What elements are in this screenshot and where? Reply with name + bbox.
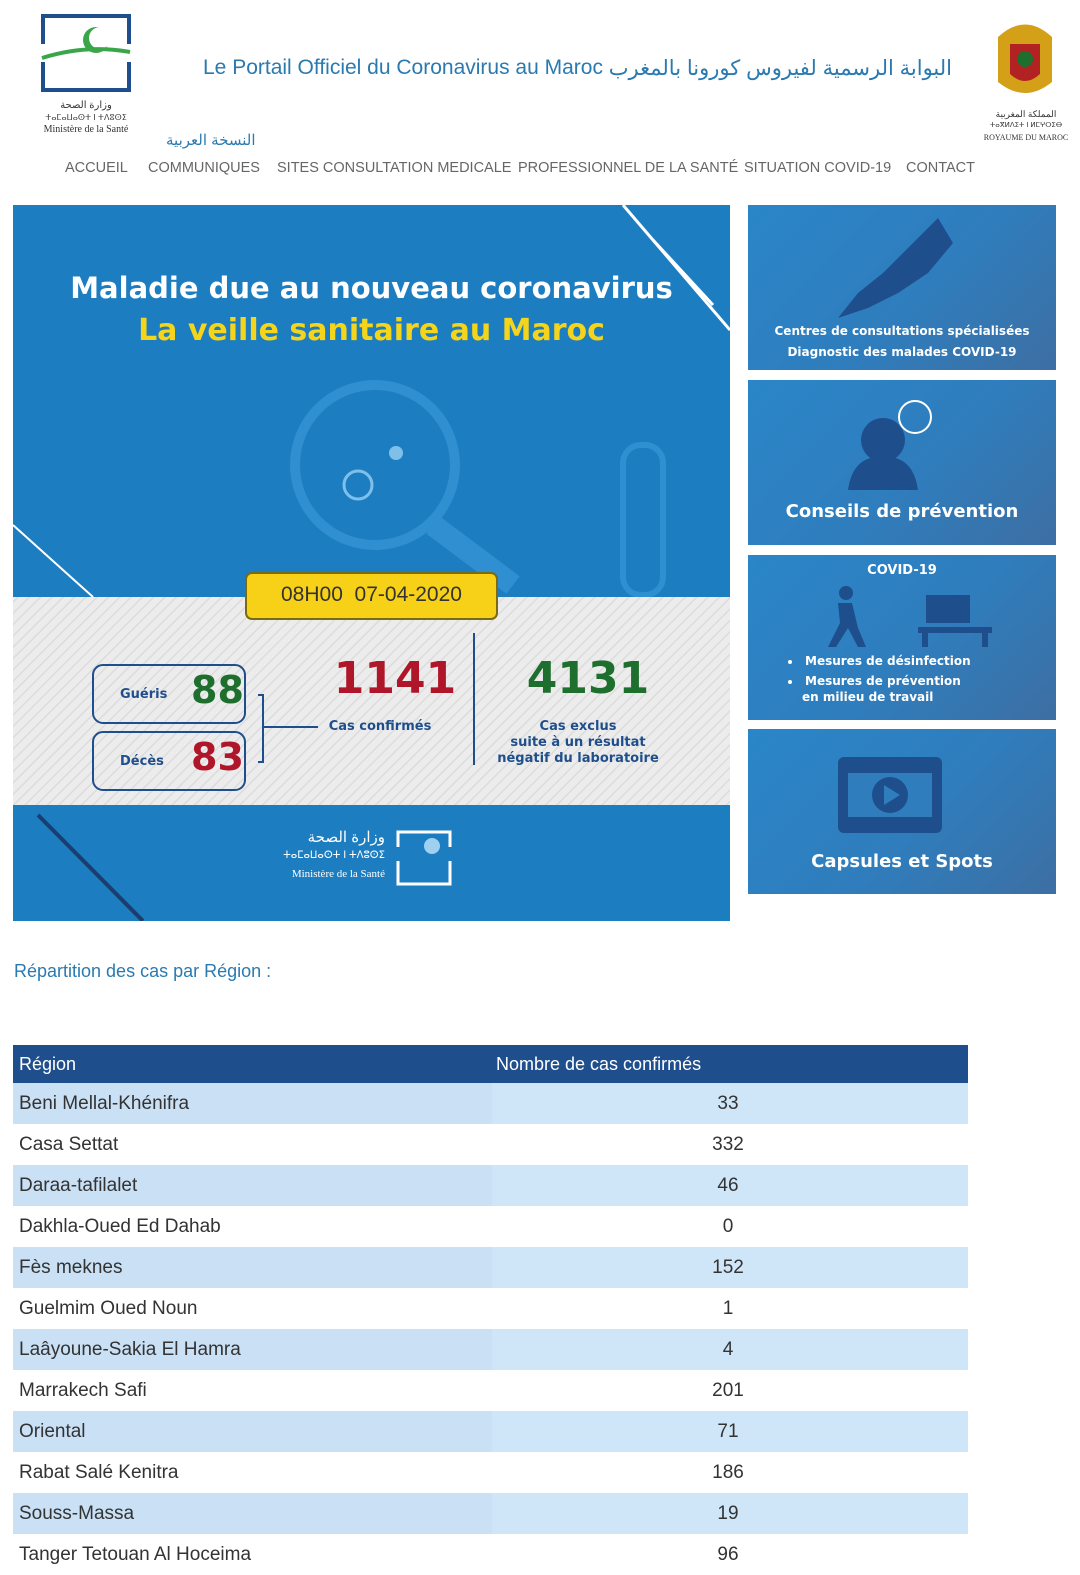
recovered-label: Guéris: [120, 687, 168, 702]
excluded-value: 4131: [526, 653, 650, 704]
logo-tfng: ⵜⴰⵎⴰⵡⴰⵙⵜ ⵏ ⵜⴷⵓⵙⵉ: [45, 113, 127, 122]
excluded-line: suite à un résultat: [510, 735, 646, 750]
table-row: Fès meknes 152: [13, 1247, 968, 1288]
kingdom-tfng: ⵜⴰⴳⵍⴷⵉⵜ ⵏ ⵍⵎⵖⵔⵉⴱ: [989, 122, 1063, 129]
ministry-logo-text: وزارة الصحة ⵜⴰⵎⴰⵡⴰⵙⵜ ⵏ ⵜⴷⵓⵙⵉ Ministère d…: [40, 100, 132, 136]
table-row: Beni Mellal-Khénifra 33: [13, 1083, 968, 1124]
logo-icon: [40, 14, 132, 92]
count-cell: 186: [712, 1462, 744, 1483]
confirmed-label: Cas confirmés: [328, 719, 432, 734]
table-row: Dakhla-Oued Ed Dahab 0: [13, 1206, 968, 1247]
banner-logo-tfng: ⵜⴰⵎⴰⵡⴰⵙⵜ ⵏ ⵜⴷⵓⵙⵉ: [283, 850, 385, 861]
region-cell: Guelmim Oued Noun: [19, 1298, 198, 1319]
excluded-line: Cas exclus: [539, 719, 617, 734]
map-icon: [838, 218, 953, 318]
table-row: Tanger Tetouan Al Hoceima 96: [13, 1534, 968, 1575]
nav-item[interactable]: PROFESSIONNEL DE LA SANTÉ: [518, 160, 739, 176]
nav-item[interactable]: ACCUEIL: [65, 160, 128, 176]
banner-logo-ar: وزارة الصحة: [307, 829, 385, 846]
table-row: Casa Settat 332: [13, 1124, 968, 1165]
section-title: Répartition des cas par Région :: [14, 961, 272, 981]
card-line: Mesures de désinfection: [788, 651, 971, 671]
recovered-value: 88: [191, 668, 244, 712]
table-row: Oriental 71: [13, 1411, 968, 1452]
banner-datetime: 08H00 07-04-2020: [281, 583, 462, 606]
nav-item[interactable]: SITUATION COVID-19: [744, 160, 892, 176]
count-cell: 71: [717, 1421, 739, 1442]
nav-item[interactable]: COMMUNIQUES: [148, 160, 260, 176]
table-header: Région Nombre de cas confirmés: [13, 1045, 968, 1083]
banner[interactable]: Maladie due au nouveau coronavirus La ve…: [13, 205, 730, 921]
kingdom-ar: المملكة المغربية: [995, 109, 1057, 119]
banner-logo-text: وزارة الصحة ⵜⴰⵎⴰⵡⴰⵙⵜ ⵏ ⵜⴷⵓⵙⵉ Ministère d…: [263, 829, 385, 883]
region-cell: Dakhla-Oued Ed Dahab: [19, 1216, 221, 1237]
region-cell: Fès meknes: [19, 1257, 123, 1278]
card-line: en milieu de travail: [802, 690, 934, 704]
banner-title: Maladie due au nouveau coronavirus: [70, 271, 673, 305]
card-line: Mesures de prévention: [788, 671, 971, 691]
count-cell: 0: [722, 1216, 734, 1237]
count-cell: 46: [717, 1175, 739, 1196]
portal-title-ar: البوابة الرسمية لفيروس كورونا بالمغرب: [608, 57, 952, 80]
measures-icon: [828, 586, 992, 647]
table-row: Guelmim Oued Noun 1: [13, 1288, 968, 1329]
region-cell: Rabat Salé Kenitra: [19, 1462, 179, 1483]
card-line: Capsules et Spots: [811, 851, 993, 872]
card-prevention[interactable]: Conseils de prévention: [748, 380, 1056, 545]
video-icon: [838, 757, 942, 833]
card-list: Mesures de désinfection Mesures de préve…: [788, 651, 971, 707]
nav-item[interactable]: CONTACT: [906, 160, 976, 176]
head-icon: [848, 400, 932, 490]
table-row: Marrakech Safi 201: [13, 1370, 968, 1411]
nav-item[interactable]: SITES CONSULTATION MEDICALE: [277, 160, 512, 176]
header-cell: Région: [19, 1054, 77, 1074]
region-cell: Daraa-tafilalet: [19, 1175, 138, 1196]
card-title: COVID-19: [867, 563, 937, 578]
count-cell: 201: [712, 1380, 744, 1401]
kingdom-emblem: [978, 12, 1072, 104]
banner-decor: [13, 205, 730, 921]
deaths-value: 83: [191, 735, 244, 779]
table-row: Rabat Salé Kenitra 186: [13, 1452, 968, 1493]
excluded-label: Cas exclus suite à un résultat négatif du …: [488, 719, 668, 767]
confirmed-value: 1141: [333, 653, 457, 704]
card-measures[interactable]: COVID-19 Mesures de désinfection Mesures…: [748, 555, 1056, 720]
card-line: Diagnostic des malades COVID-19: [787, 345, 1017, 359]
region-cell: Laâyoune-Sakia El Hamra: [19, 1339, 241, 1360]
region-cell: Oriental: [19, 1421, 86, 1442]
table-row: Souss-Massa 19: [13, 1493, 968, 1534]
region-cell: Tanger Tetouan Al Hoceima: [19, 1544, 252, 1565]
table-row: Daraa-tafilalet 46: [13, 1165, 968, 1206]
card-line: Centres de consultations spécialisées: [774, 324, 1030, 338]
count-cell: 1: [722, 1298, 734, 1319]
count-cell: 19: [717, 1503, 739, 1524]
banner-subtitle: La veille sanitaire au Maroc: [138, 313, 605, 348]
arabic-version-link[interactable]: النسخة العربية: [166, 132, 256, 149]
count-cell: 152: [712, 1257, 744, 1278]
logo-ar: وزارة الصحة: [60, 100, 112, 111]
count-cell: 4: [722, 1339, 734, 1360]
count-cell: 33: [717, 1093, 739, 1114]
card-consultation-centers[interactable]: Centres de consultations spécialisées Dia…: [748, 205, 1056, 370]
region-cell: Marrakech Safi: [19, 1380, 147, 1401]
table-row: Laâyoune-Sakia El Hamra 4: [13, 1329, 968, 1370]
card-line: Conseils de prévention: [785, 501, 1019, 522]
count-cell: 96: [717, 1544, 739, 1565]
logo-fr: Ministère de la Santé: [43, 124, 129, 135]
excluded-line: négatif du laboratoire: [497, 751, 659, 766]
emblem-icon: [998, 24, 1052, 93]
region-cell: Souss-Massa: [19, 1503, 135, 1524]
region-cell: Beni Mellal-Khénifra: [19, 1093, 190, 1114]
card-capsules[interactable]: Capsules et Spots: [748, 729, 1056, 894]
ministry-logo[interactable]: [40, 14, 132, 94]
portal-title: Le Portail Officiel du Coronavirus au Ma…: [203, 56, 603, 79]
banner-logo-fr: Ministère de la Santé: [291, 868, 385, 880]
deaths-label: Décès: [120, 754, 164, 769]
region-cell: Casa Settat: [19, 1134, 119, 1155]
count-cell: 332: [712, 1134, 744, 1155]
kingdom-text: المملكة المغربية ⵜⴰⴳⵍⴷⵉⵜ ⵏ ⵍⵎⵖⵔⵉⴱ ROYAUM…: [974, 108, 1078, 144]
header-cell: Nombre de cas confirmés: [496, 1054, 702, 1074]
kingdom-fr: ROYAUME DU MAROC: [983, 133, 1069, 142]
